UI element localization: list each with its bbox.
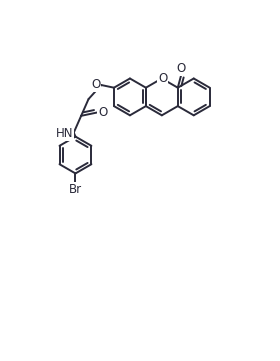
Text: HN: HN <box>56 127 73 140</box>
Text: O: O <box>158 72 167 85</box>
Text: O: O <box>91 78 100 91</box>
Text: O: O <box>98 106 108 119</box>
Text: O: O <box>177 62 186 75</box>
Text: Br: Br <box>69 183 82 196</box>
